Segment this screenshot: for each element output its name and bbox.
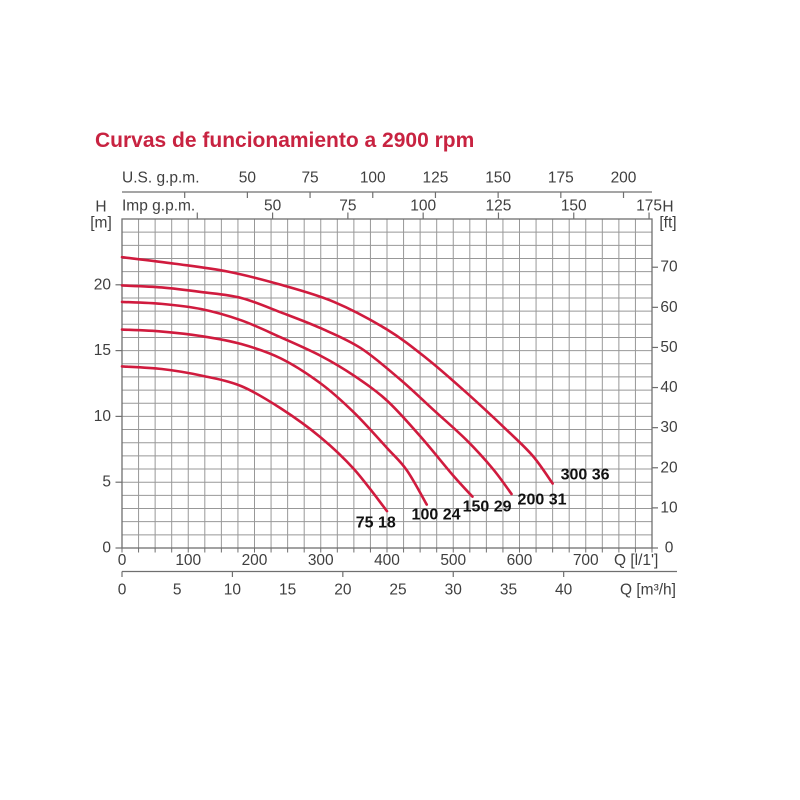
h-m-tick-label: 10 xyxy=(94,408,112,425)
curve-label-100-24: 100 24 xyxy=(412,507,461,524)
h-ft-tick-label: 10 xyxy=(660,499,678,516)
imp-gpm-tick-label: 175 xyxy=(636,198,662,215)
imp-gpm-tick-label: 50 xyxy=(264,198,282,215)
q-m3h-tick-label: 40 xyxy=(555,582,573,599)
imp-gpm-tick-label: 75 xyxy=(339,198,356,215)
q-m3h-tick-label: 10 xyxy=(224,582,242,599)
q-lmin-tick-label: 400 xyxy=(374,552,400,569)
pump-curve-75-18 xyxy=(120,365,389,513)
h-m-tick-label: 15 xyxy=(94,342,111,359)
us-gpm-axis-title: U.S. g.p.m. xyxy=(122,170,200,187)
q-m3h-tick-label: 30 xyxy=(445,582,463,599)
q-m3h-tick-label: 25 xyxy=(389,582,406,599)
curve-label-300-36: 300 36 xyxy=(561,466,610,483)
us-gpm-tick-label: 200 xyxy=(611,170,637,187)
q-m3h-tick-label: 35 xyxy=(500,582,517,599)
pump-curve-200-31 xyxy=(120,284,513,496)
h-ft-tick-label: 0 xyxy=(665,540,674,557)
imp-gpm-tick-label: 100 xyxy=(410,198,436,215)
h-m-axis-unit: [m] xyxy=(90,215,112,232)
q-lmin-tick-label: 500 xyxy=(440,552,466,569)
pump-curve-300-36 xyxy=(120,255,554,485)
us-gpm-tick-label: 50 xyxy=(239,170,257,187)
h-ft-tick-label: 20 xyxy=(660,459,678,476)
us-gpm-tick-label: 100 xyxy=(360,170,386,187)
us-gpm-tick-label: 75 xyxy=(301,170,318,187)
q-lmin-tick-label: 700 xyxy=(573,552,599,569)
h-ft-tick-label: 40 xyxy=(660,379,678,396)
imp-gpm-axis-title: Imp g.p.m. xyxy=(122,198,195,215)
q-lmin-tick-label: 600 xyxy=(507,552,533,569)
q-m3h-axis-title: Q [m³/h] xyxy=(620,582,676,599)
h-m-tick-label: 5 xyxy=(102,474,111,491)
h-ft-tick-label: 50 xyxy=(660,339,678,356)
q-m3h-tick-label: 15 xyxy=(279,582,296,599)
q-m3h-tick-label: 20 xyxy=(334,582,352,599)
h-ft-tick-label: 30 xyxy=(660,419,678,436)
h-m-tick-label: 0 xyxy=(102,540,111,557)
h-m-tick-label: 20 xyxy=(94,276,112,293)
q-m3h-tick-label: 0 xyxy=(118,582,127,599)
curve-label-150-29: 150 29 xyxy=(463,499,512,516)
page-title: Curvas de funcionamiento a 2900 rpm xyxy=(95,129,475,152)
q-lmin-tick-label: 0 xyxy=(118,552,127,569)
q-lmin-tick-label: 300 xyxy=(308,552,334,569)
q-lmin-tick-label: 100 xyxy=(175,552,201,569)
h-ft-tick-label: 60 xyxy=(660,299,678,316)
us-gpm-tick-label: 125 xyxy=(423,170,449,187)
h-m-axis-title: H xyxy=(95,199,106,216)
h-ft-axis-unit: [ft] xyxy=(659,215,676,232)
h-ft-tick-label: 70 xyxy=(660,259,678,276)
q-m3h-tick-label: 5 xyxy=(173,582,182,599)
us-gpm-tick-label: 150 xyxy=(485,170,511,187)
us-gpm-tick-label: 175 xyxy=(548,170,574,187)
pump-curve-150-29 xyxy=(120,300,474,498)
curve-label-200-31: 200 31 xyxy=(518,491,567,508)
h-ft-axis-title: H xyxy=(662,199,673,216)
q-lmin-axis-title: Q [l/1'] xyxy=(614,552,658,569)
imp-gpm-tick-label: 125 xyxy=(486,198,512,215)
pump-curve-100-24 xyxy=(120,328,429,506)
q-lmin-tick-label: 200 xyxy=(242,552,268,569)
curve-label-75-18: 75 18 xyxy=(356,514,396,531)
imp-gpm-tick-label: 150 xyxy=(561,198,587,215)
